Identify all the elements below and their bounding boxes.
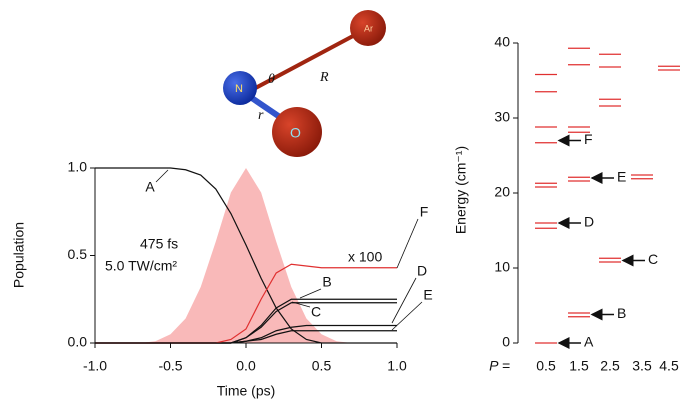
atom-n [223, 71, 257, 105]
arrow-label: F [584, 131, 593, 147]
annotation: 475 fs [140, 236, 178, 252]
series-label: D [417, 263, 427, 279]
atom-ar [350, 10, 386, 46]
leader-line [291, 301, 311, 308]
annotation: 5.0 TW/cm² [105, 258, 177, 274]
x-tick-label: 1.0 [387, 358, 407, 374]
x-axis-label: Time (ps) [217, 383, 276, 399]
y-tick-label: 20 [494, 184, 510, 200]
series-label: F [420, 204, 429, 220]
y-tick-label: 40 [494, 34, 510, 50]
atom-label: O [290, 125, 301, 141]
leader-line [391, 277, 417, 324]
molecule: N O Ar θ R r [223, 10, 386, 157]
x-tick-label: 0.5 [312, 358, 332, 374]
arrow-label: E [617, 169, 626, 185]
x-tick-label: 4.5 [659, 358, 679, 374]
x-axis-label: P = [489, 358, 510, 374]
atom-label: N [235, 83, 243, 95]
series-label: C [311, 304, 321, 320]
leader-line [299, 288, 322, 299]
arrow-label: D [584, 214, 594, 230]
arrow-label: B [617, 305, 626, 321]
x-tick-label: 3.5 [632, 358, 652, 374]
coord-label: R [319, 70, 329, 85]
y-tick-label: 0.0 [68, 334, 88, 350]
y-tick-label: 1.0 [68, 159, 88, 175]
bond-r-big [247, 26, 369, 94]
coord-label: θ [268, 72, 275, 87]
x-tick-label: -1.0 [83, 358, 107, 374]
series-label: E [423, 287, 432, 303]
series-label: A [145, 179, 155, 195]
y-axis-label: Energy (cm⁻¹) [453, 146, 469, 234]
leader-line [155, 169, 169, 183]
y-axis-label: Population [11, 222, 27, 288]
atom-label: Ar [364, 23, 373, 33]
x-tick-label: 1.5 [569, 358, 589, 374]
coord-label: r [258, 108, 264, 123]
y-tick-label: 0.5 [68, 246, 88, 262]
y-tick-label: 30 [494, 109, 510, 125]
arrow-label: C [648, 251, 658, 267]
annotation: x 100 [348, 249, 382, 265]
arrow-label: A [584, 334, 594, 350]
x-tick-label: -0.5 [158, 358, 182, 374]
pulse-area [95, 168, 397, 343]
atom-o [272, 107, 322, 157]
y-tick-label: 10 [494, 259, 510, 275]
series-label: B [322, 274, 331, 290]
x-tick-label: 2.5 [600, 358, 620, 374]
leader-line [396, 218, 419, 269]
leader-line [391, 301, 423, 331]
x-tick-label: 0.0 [236, 358, 256, 374]
x-tick-label: 0.5 [536, 358, 556, 374]
y-tick-label: 0 [502, 334, 510, 350]
